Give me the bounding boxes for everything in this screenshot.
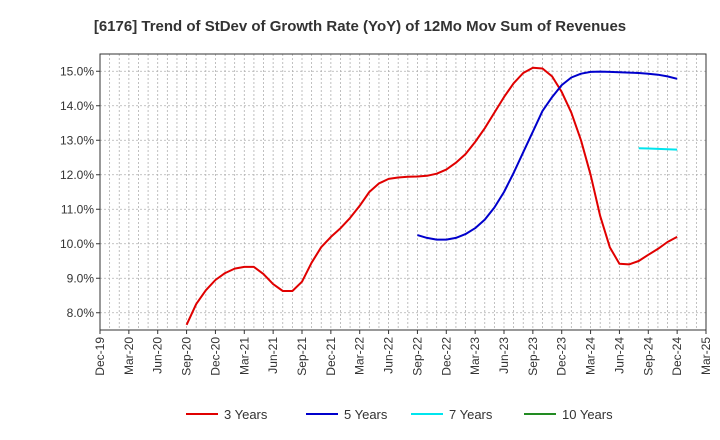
series-line-5-years xyxy=(417,70,678,241)
y-tick-label: 8.0% xyxy=(67,306,95,320)
series-line-3-years xyxy=(185,66,678,326)
x-tick-label: Dec-19 xyxy=(93,337,107,376)
y-tick-label: 13.0% xyxy=(60,133,94,147)
x-axis: Dec-19 Mar-20 Jun-20 Sep-20 Dec-20 Mar-21 Jun-… xyxy=(93,330,713,376)
y-tick-label: 15.0% xyxy=(60,64,94,78)
legend: 3 Years 5 Years 7 Years 10 Years xyxy=(186,407,613,422)
legend-label: 7 Years xyxy=(449,407,493,422)
x-tick-label: Sep-24 xyxy=(641,337,655,376)
y-tick-label: 9.0% xyxy=(67,271,95,285)
y-tick-label: 14.0% xyxy=(60,99,94,113)
x-tick-label: Mar-25 xyxy=(699,337,713,375)
x-tick-label: Mar-22 xyxy=(353,337,367,375)
grid-lines xyxy=(99,54,707,330)
x-tick-label: Jun-20 xyxy=(151,337,165,374)
x-tick-label: Sep-22 xyxy=(410,337,424,376)
x-tick-label: Dec-21 xyxy=(324,337,338,376)
y-axis: 8.0% 9.0% 10.0% 11.0% 12.0% 13.0% 14.0% 15.0% xyxy=(60,64,100,320)
x-tick-label: Sep-20 xyxy=(180,337,194,376)
x-tick-label: Dec-24 xyxy=(670,337,684,376)
plot-area xyxy=(99,53,707,331)
x-tick-label: Jun-22 xyxy=(382,337,396,374)
y-tick-label: 10.0% xyxy=(60,237,94,251)
series-lines xyxy=(185,66,678,326)
legend-label: 5 Years xyxy=(344,407,388,422)
x-tick-label: Mar-23 xyxy=(468,337,482,375)
x-tick-label: Mar-21 xyxy=(237,337,251,375)
x-tick-label: Jun-24 xyxy=(612,337,626,374)
x-tick-label: Sep-23 xyxy=(526,337,540,376)
series-line-7-years xyxy=(638,147,678,151)
y-tick-label: 11.0% xyxy=(61,202,94,216)
legend-label: 10 Years xyxy=(562,407,613,422)
x-tick-label: Dec-20 xyxy=(208,337,222,376)
y-tick-label: 12.0% xyxy=(60,168,94,182)
x-tick-label: Sep-21 xyxy=(295,337,309,376)
x-tick-label: Jun-21 xyxy=(266,337,280,374)
x-tick-label: Mar-20 xyxy=(122,337,136,375)
x-tick-label: Mar-24 xyxy=(584,337,598,375)
legend-label: 3 Years xyxy=(224,407,268,422)
chart-title: [6176] Trend of StDev of Growth Rate (Yo… xyxy=(94,18,626,35)
x-tick-label: Jun-23 xyxy=(497,337,511,374)
x-tick-label: Dec-22 xyxy=(439,337,453,376)
x-tick-label: Dec-23 xyxy=(555,337,569,376)
